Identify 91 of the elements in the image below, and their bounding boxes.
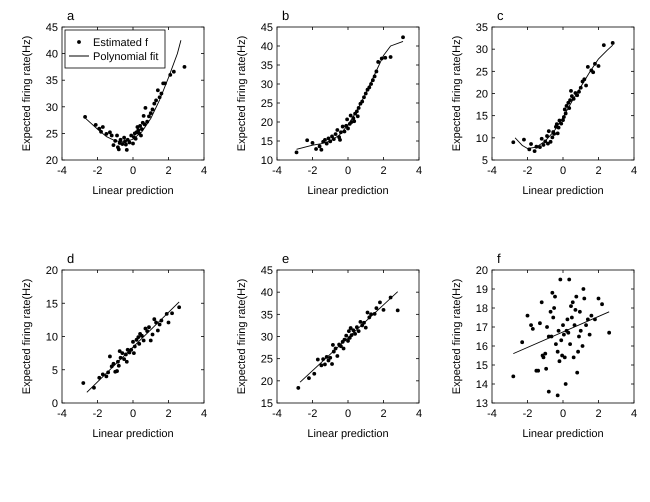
y-tick-label: 10: [260, 155, 273, 167]
x-tick-label: -2: [308, 408, 318, 420]
y-axis-title: Expected firing rate(Hz): [451, 278, 463, 394]
y-tick-label: 35: [46, 75, 58, 88]
y-tick-label: 20: [260, 117, 273, 129]
x-axis-title: Linear prediction: [307, 185, 389, 197]
y-axis-title: Expected firing rate(Hz): [21, 36, 33, 152]
x-tick-label: 2: [380, 165, 387, 177]
x-axis-title: Linear prediction: [92, 428, 174, 440]
legend-label: Estimated f: [93, 37, 149, 49]
y-axis-title: Expected firing rate(Hz): [236, 36, 248, 152]
y-tick-label: 25: [476, 66, 488, 78]
x-axis-title: Linear prediction: [522, 428, 604, 440]
x-axis-title: Linear prediction: [522, 185, 604, 197]
chart-title: a: [67, 8, 75, 23]
x-axis-title: Linear prediction: [92, 185, 174, 197]
y-tick-label: 13: [476, 398, 488, 410]
x-tick-label: -2: [92, 408, 102, 420]
chart-title: c: [497, 8, 504, 23]
x-tick-label: -2: [522, 165, 532, 177]
x-tick-label: -4: [57, 165, 67, 177]
x-tick-label: 4: [630, 408, 638, 420]
x-tick-label: -2: [92, 165, 102, 177]
x-tick-label: -4: [272, 165, 282, 177]
x-axis-title: Linear prediction: [307, 428, 389, 440]
y-tick-label: 10: [46, 332, 58, 344]
y-axis-title: Expected firing rate(Hz): [21, 278, 33, 394]
chart-title: b: [282, 8, 290, 23]
y-tick-label: 45: [260, 265, 273, 277]
y-tick-label: 25: [260, 354, 273, 366]
y-tick-label: 20: [46, 155, 58, 167]
x-tick-label: -4: [487, 165, 497, 177]
x-tick-label: 0: [130, 165, 136, 177]
y-tick-label: 40: [46, 48, 58, 61]
x-tick-label: 0: [560, 165, 566, 177]
y-tick-label: 35: [476, 22, 488, 34]
y-tick-label: 0: [52, 398, 58, 410]
y-tick-label: 35: [260, 60, 273, 72]
y-tick-label: 45: [260, 22, 273, 34]
y-tick-label: 25: [46, 128, 58, 140]
y-tick-label: 30: [46, 102, 58, 114]
x-tick-label: 4: [630, 165, 638, 177]
y-tick-label: 20: [46, 265, 58, 277]
y-tick-label: 10: [476, 132, 488, 145]
x-tick-label: 4: [416, 408, 422, 420]
y-tick-label: 14: [476, 379, 488, 391]
y-tick-label: 30: [260, 79, 273, 91]
y-tick-label: 20: [476, 265, 488, 277]
x-tick-label: 0: [130, 408, 136, 420]
y-tick-label: 16: [476, 341, 488, 353]
y-tick-label: 20: [260, 376, 273, 388]
y-tick-label: 30: [260, 332, 273, 344]
x-tick-label: 2: [165, 408, 172, 420]
x-tick-label: 2: [595, 165, 602, 177]
y-tick-label: 19: [476, 284, 488, 296]
x-tick-label: 4: [200, 408, 208, 420]
x-tick-label: -4: [272, 408, 282, 420]
y-tick-label: 5: [52, 364, 58, 377]
x-tick-label: -4: [487, 408, 497, 420]
y-tick-label: 15: [476, 360, 488, 372]
x-tick-label: -4: [57, 408, 67, 420]
x-tick-label: -2: [522, 408, 532, 420]
y-tick-label: 5: [482, 155, 488, 167]
y-tick-label: 15: [260, 398, 273, 410]
chart-title: f: [497, 251, 501, 266]
y-tick-label: 45: [46, 22, 58, 34]
y-tick-label: 15: [260, 136, 273, 148]
y-tick-label: 30: [476, 44, 488, 56]
y-tick-label: 15: [476, 110, 488, 123]
chart-title: d: [67, 251, 74, 266]
y-tick-label: 15: [46, 298, 58, 310]
x-tick-label: 2: [380, 408, 387, 420]
x-tick-label: 0: [344, 408, 352, 420]
y-tick-label: 18: [476, 303, 488, 315]
y-tick-label: 40: [260, 41, 273, 53]
x-tick-label: 4: [416, 165, 422, 177]
x-tick-label: 2: [595, 408, 602, 420]
y-tick-label: 25: [260, 98, 273, 110]
x-tick-label: 0: [560, 408, 566, 420]
y-tick-label: 20: [476, 88, 488, 100]
y-axis-title: Expected firing rate(Hz): [236, 278, 248, 394]
x-tick-label: 4: [200, 165, 208, 177]
y-tick-label: 17: [476, 322, 488, 334]
x-tick-label: 2: [165, 165, 172, 177]
chart-title: e: [282, 251, 290, 266]
legend-label: Polynomial fit: [93, 51, 158, 63]
x-tick-label: 0: [344, 165, 352, 177]
y-axis-title: Expected firing rate(Hz): [451, 36, 463, 152]
x-tick-label: -2: [308, 165, 318, 177]
y-tick-label: 35: [260, 309, 273, 322]
y-tick-label: 40: [260, 287, 273, 300]
